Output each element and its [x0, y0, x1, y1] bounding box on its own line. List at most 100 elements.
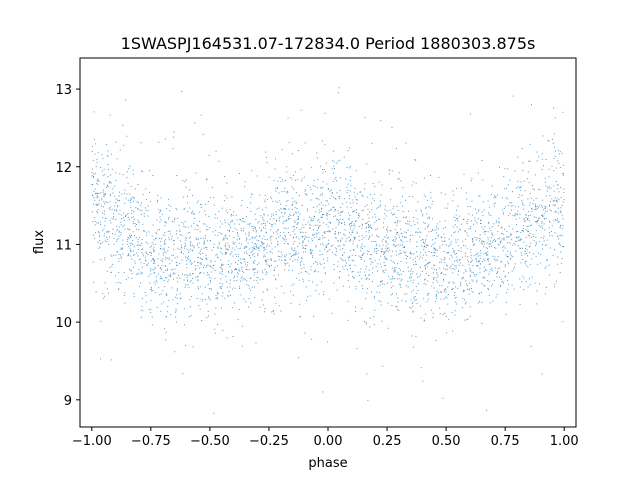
data-point [412, 289, 414, 291]
data-point [240, 204, 242, 206]
data-point [100, 320, 102, 322]
data-point [541, 153, 543, 155]
data-point [555, 219, 557, 221]
data-point [250, 202, 251, 204]
data-point [325, 246, 327, 248]
data-point [275, 190, 277, 192]
data-point [261, 238, 263, 240]
data-point [436, 294, 438, 296]
data-point [242, 279, 244, 281]
data-point [559, 244, 561, 246]
data-point [562, 218, 564, 220]
data-point [196, 243, 198, 245]
data-point [94, 199, 96, 201]
data-point [205, 237, 207, 239]
data-point [323, 232, 325, 233]
data-point [501, 278, 503, 280]
data-point [158, 253, 160, 255]
data-point [102, 191, 104, 193]
data-point [249, 239, 251, 241]
data-point [188, 255, 190, 257]
data-point [222, 329, 224, 331]
data-point [387, 275, 389, 277]
data-point [107, 155, 109, 157]
data-point [97, 212, 99, 214]
data-point [156, 219, 158, 221]
data-point [490, 214, 492, 216]
data-point [544, 267, 546, 269]
data-point [101, 170, 103, 172]
data-point [130, 269, 132, 271]
data-point [353, 191, 355, 193]
data-point [209, 197, 211, 199]
data-point [118, 288, 120, 290]
data-point [478, 261, 480, 263]
data-point [557, 149, 559, 151]
data-point [324, 144, 326, 146]
data-point [507, 242, 509, 244]
data-point [202, 258, 204, 260]
data-point [143, 230, 145, 232]
data-point [310, 219, 312, 221]
data-point [171, 235, 173, 237]
data-point [198, 252, 200, 254]
data-point [299, 213, 301, 215]
data-point [321, 281, 323, 283]
data-point [174, 351, 176, 353]
data-point [120, 257, 122, 259]
data-point [344, 229, 346, 231]
data-point [142, 223, 144, 225]
data-point [254, 247, 255, 249]
data-point [149, 282, 151, 284]
data-point [115, 172, 117, 174]
data-point [373, 316, 375, 318]
data-point [281, 148, 283, 150]
data-point [447, 252, 449, 254]
data-point [532, 236, 534, 238]
data-point [134, 188, 136, 190]
data-point [97, 196, 99, 198]
data-point [110, 174, 112, 176]
data-point [292, 214, 294, 216]
data-point [454, 265, 456, 267]
data-point [263, 247, 265, 249]
data-point [476, 264, 478, 266]
data-point [492, 255, 494, 257]
data-point [206, 303, 208, 305]
data-point [343, 244, 345, 246]
data-point [173, 239, 175, 241]
data-point [122, 174, 124, 176]
data-point [292, 197, 294, 199]
data-point [255, 342, 257, 344]
data-point [415, 292, 417, 294]
data-point [269, 237, 271, 239]
data-point [390, 255, 392, 257]
data-point [93, 138, 95, 140]
data-point [174, 268, 176, 270]
data-point [444, 262, 446, 264]
data-point [515, 213, 517, 215]
data-point [167, 230, 169, 232]
data-point [504, 167, 506, 169]
data-point [253, 256, 255, 258]
data-point [367, 399, 369, 401]
data-point [123, 212, 125, 214]
data-point [258, 262, 260, 264]
data-point [181, 234, 183, 236]
data-point [106, 270, 108, 272]
data-point [127, 254, 129, 256]
data-point [139, 209, 141, 211]
data-point [284, 180, 286, 182]
data-point [469, 282, 471, 284]
data-point [429, 175, 431, 177]
data-point [310, 253, 312, 255]
data-point [132, 216, 134, 218]
data-point [479, 238, 481, 240]
data-point [141, 239, 143, 241]
data-point [543, 223, 545, 225]
data-point [198, 304, 200, 306]
data-point [383, 261, 385, 263]
data-point [517, 237, 519, 239]
data-point [97, 222, 99, 224]
data-point [246, 252, 248, 254]
